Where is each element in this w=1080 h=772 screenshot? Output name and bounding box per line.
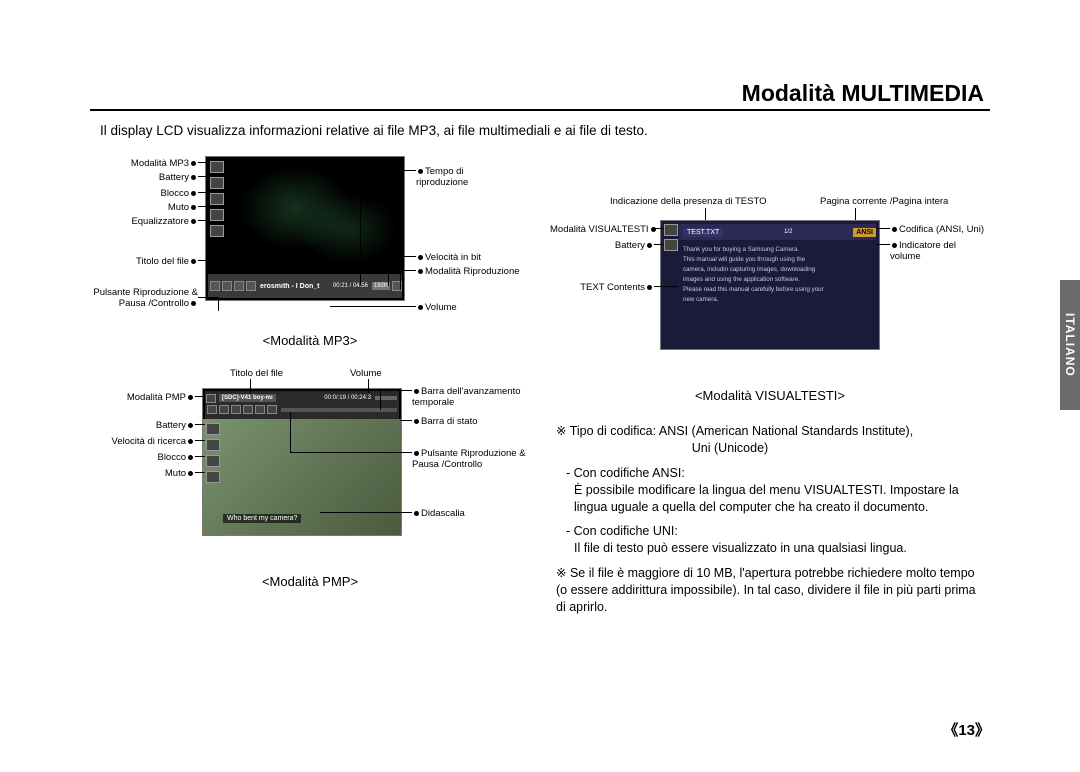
right-column: Indicazione della presenza di TESTO Pagi…: [550, 152, 990, 624]
mp3-screen: erosmith - I Don_t 00:21 / 04:56 192K: [205, 156, 405, 301]
label-pmp-block: Blocco: [90, 452, 195, 463]
txt-caption: <Modalità VISUALTESTI>: [695, 388, 845, 403]
txt-header: TEST.TXT 1/2 ANSI: [679, 224, 876, 240]
lock-icon: [206, 455, 220, 467]
next-button[interactable]: [246, 281, 256, 291]
mp3-diagram: erosmith - I Don_t 00:21 / 04:56 192K Mo…: [90, 152, 530, 348]
battery-icon: [210, 177, 224, 189]
play-button[interactable]: [222, 281, 232, 291]
para-uni: - Con codifiche UNI: Il file di testo pu…: [556, 523, 984, 557]
label-pmp-status: Barra di stato: [412, 416, 478, 427]
intro-text: Il display LCD visualizza informazioni r…: [90, 123, 990, 138]
txt-diagram: Indicazione della presenza di TESTO Pagi…: [550, 182, 990, 403]
label-pmp-filetitle: Titolo del file: [230, 368, 283, 379]
mute-icon: [206, 471, 220, 483]
mute-icon: [210, 209, 224, 221]
label-txt-battery: Battery: [550, 240, 654, 251]
pmp-fwd-button[interactable]: [255, 405, 265, 414]
pmp-volume-bar: [375, 396, 397, 400]
label-pmp-battery: Battery: [90, 420, 195, 431]
label-txt-mode: Modalità VISUALTESTI: [550, 224, 654, 235]
prev-button[interactable]: [210, 281, 220, 291]
mp3-caption: <Modalità MP3>: [263, 333, 358, 348]
pmp-track-title: [SDC]-V41 boy-mı: [219, 394, 276, 402]
label-pmp-mute: Muto: [90, 468, 195, 479]
language-tab: ITALIANO: [1060, 280, 1080, 410]
label-txt-vol: Indicatore del volume: [890, 240, 956, 262]
label-playtime: Tempo di riproduzione: [416, 166, 468, 188]
pmp-rew-button[interactable]: [219, 405, 229, 414]
pmp-pause-button[interactable]: [243, 405, 253, 414]
txt-screen: TEST.TXT 1/2 ANSI Thank you for buying a…: [660, 220, 880, 350]
label-eq: Equalizzatore: [90, 216, 198, 227]
mp3-mode-icon: [210, 161, 224, 173]
mp3-playbar: erosmith - I Don_t 00:21 / 04:56 192K: [208, 274, 402, 298]
page-number: 《13》: [943, 719, 990, 740]
pmp-statusbar: [SDC]-V41 boy-mı 00:0/:19 / 00:24:3: [205, 391, 399, 419]
txt-ansi-badge: ANSI: [853, 228, 876, 237]
label-pmp-seek: Velocità di ricerca: [90, 436, 195, 447]
pmp-diagram: [SDC]-V41 boy-mı 00:0/:19 / 00:24:3: [90, 368, 530, 589]
lock-icon: [210, 193, 224, 205]
label-txt-page: Pagina corrente /Pagina intera: [820, 196, 948, 207]
label-battery: Battery: [90, 172, 198, 183]
label-mp3-mode: Modalità MP3: [90, 158, 198, 169]
pmp-caption: <Modalità PMP>: [262, 574, 358, 589]
battery-icon: [664, 239, 678, 251]
page-title: Modalità MULTIMEDIA: [90, 80, 990, 111]
eq-icon: [210, 225, 224, 237]
seek-icon: [206, 439, 220, 451]
label-bitrate: Velocità in bit: [416, 252, 481, 263]
txt-body: Thank you for buying a Samsung Camera. T…: [683, 245, 873, 345]
label-pmp-playpause: Pulsante Riproduzione & Pausa /Controllo: [412, 448, 526, 470]
para-ansi: - Con codifiche ANSI: È possibile modifi…: [556, 465, 984, 516]
label-mute: Muto: [90, 202, 198, 213]
pmp-time: 00:0/:19 / 00:24:3: [322, 395, 373, 401]
pmp-play-button[interactable]: [231, 405, 241, 414]
para-encoding-type: ※ Tipo di codifica: ANSI (American Natio…: [556, 423, 984, 457]
label-txt-indication: Indicazione della presenza di TESTO: [610, 196, 767, 207]
txt-filename: TEST.TXT: [683, 228, 723, 237]
label-filetitle: Titolo del file: [90, 256, 198, 267]
label-pmp-progress: Barra dell'avanzamento temporale: [412, 386, 521, 408]
pmp-subtitle: Who bent my camera?: [223, 514, 301, 523]
label-play-pause: Pulsante Riproduzione & Pausa /Controllo: [90, 287, 198, 309]
txt-page-indicator: 1/2: [781, 229, 795, 235]
pmp-screen: [SDC]-V41 boy-mı 00:0/:19 / 00:24:3: [202, 388, 402, 536]
battery-icon: [206, 423, 220, 435]
pause-button[interactable]: [234, 281, 244, 291]
page: Modalità MULTIMEDIA Il display LCD visua…: [90, 80, 990, 720]
label-txt-codec: Codifica (ANSI, Uni): [890, 224, 984, 235]
txt-mode-icon: [664, 224, 678, 236]
mp3-track-title: erosmith - I Don_t: [258, 283, 331, 290]
label-playmode: Modalità Riproduzione: [416, 266, 520, 277]
label-txt-contents: TEXT Contents: [550, 282, 654, 293]
left-column: erosmith - I Don_t 00:21 / 04:56 192K Mo…: [90, 152, 530, 624]
label-pmp-caption: Didascalia: [412, 508, 465, 519]
mp3-time: 00:21 / 04:56: [331, 283, 370, 289]
label-block: Blocco: [90, 188, 198, 199]
label-pmp-mode: Modalità PMP: [90, 392, 195, 403]
label-volume: Volume: [416, 302, 457, 313]
pmp-prev-button[interactable]: [207, 405, 217, 414]
para-filesize: ※ Se il file è maggiore di 10 MB, l'aper…: [556, 565, 984, 616]
label-pmp-volume: Volume: [350, 368, 382, 379]
mp3-visualizer: [226, 167, 400, 270]
pmp-next-button[interactable]: [267, 405, 277, 414]
